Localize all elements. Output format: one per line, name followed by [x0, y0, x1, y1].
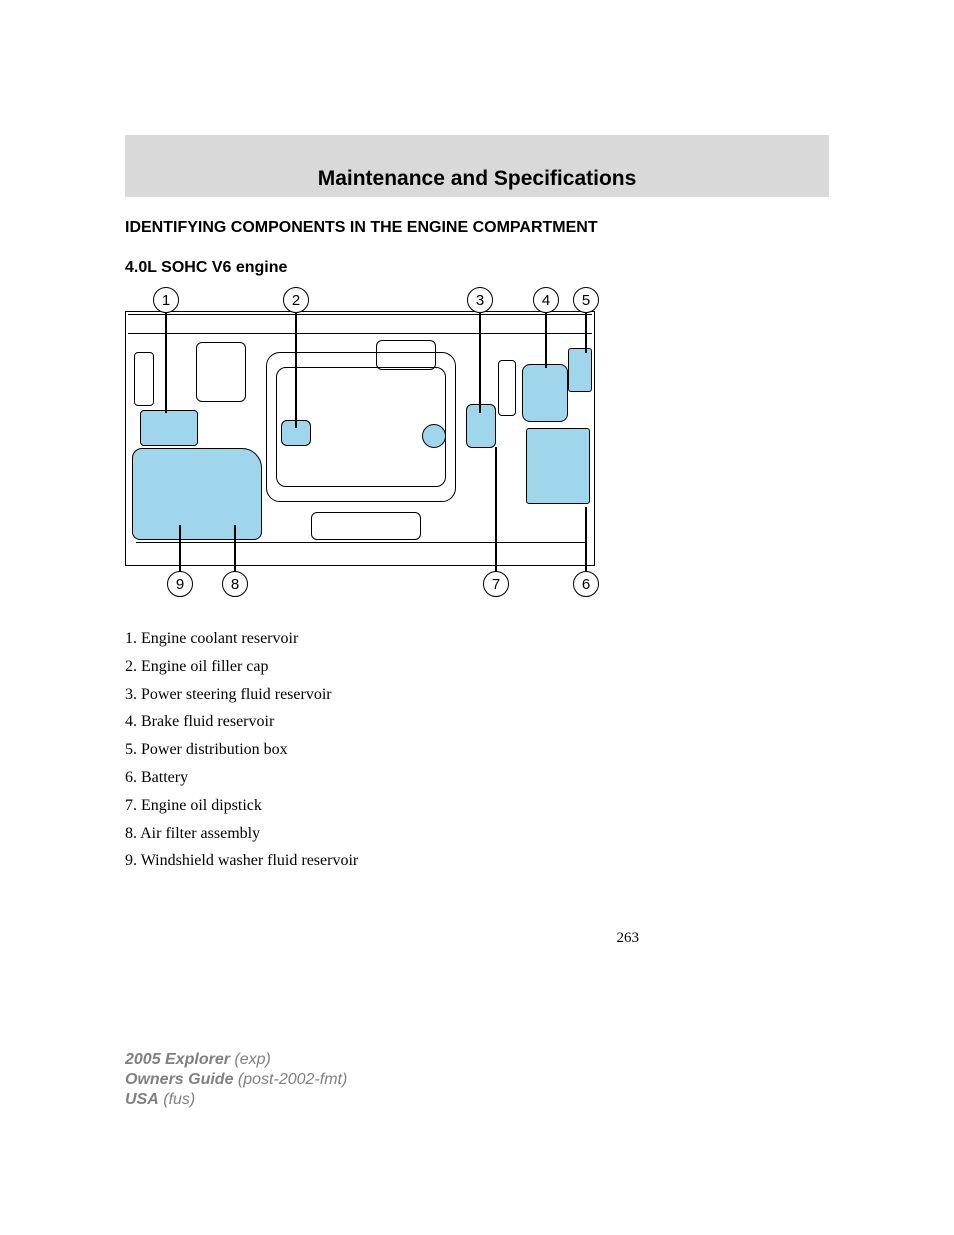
list-item: 3. Power steering fluid reservoir	[125, 683, 829, 708]
hl-coolant-reservoir	[140, 410, 198, 446]
leader-line	[234, 525, 236, 571]
footer-model-code: (exp)	[234, 1051, 270, 1068]
leader-line	[495, 447, 497, 571]
callout-5: 5	[573, 287, 599, 313]
hl-air-filter	[132, 448, 262, 540]
footer-guide-code: (post-2002-fmt)	[238, 1071, 347, 1088]
callout-6: 6	[573, 571, 599, 597]
leader-line	[545, 313, 547, 368]
callout-8: 8	[222, 571, 248, 597]
heading-sub: 4.0L SOHC V6 engine	[125, 259, 829, 277]
engine-outline	[125, 311, 595, 566]
leader-line	[585, 507, 587, 571]
callout-2: 2	[283, 287, 309, 313]
footer-region: USA	[125, 1091, 159, 1108]
hl-ps-reservoir	[466, 404, 496, 448]
callout-9: 9	[167, 571, 193, 597]
list-item: 1. Engine coolant reservoir	[125, 627, 829, 652]
leader-line	[165, 313, 167, 413]
hl-battery	[526, 428, 590, 504]
section-header: Maintenance and Specifications	[125, 135, 829, 197]
leader-line	[585, 313, 587, 353]
page-number: 263	[617, 930, 640, 947]
footer-model: 2005 Explorer	[125, 1051, 230, 1068]
list-item: 5. Power distribution box	[125, 738, 829, 763]
footer-region-code: (fus)	[163, 1091, 195, 1108]
leader-line	[479, 313, 481, 413]
engine-diagram: 1 2 3 4 5	[125, 287, 595, 597]
list-item: 2. Engine oil filler cap	[125, 655, 829, 680]
leader-line	[179, 525, 181, 571]
list-item: 4. Brake fluid reservoir	[125, 710, 829, 735]
callout-1: 1	[153, 287, 179, 313]
callout-7: 7	[483, 571, 509, 597]
footer: 2005 Explorer (exp) Owners Guide (post-2…	[125, 1050, 347, 1110]
callout-4: 4	[533, 287, 559, 313]
hl-brake-reservoir	[522, 364, 568, 422]
section-title: Maintenance and Specifications	[318, 167, 637, 191]
leader-line	[295, 313, 297, 428]
list-item: 8. Air filter assembly	[125, 822, 829, 847]
footer-guide: Owners Guide	[125, 1071, 233, 1088]
heading-main: IDENTIFYING COMPONENTS IN THE ENGINE COM…	[125, 219, 829, 237]
callout-3: 3	[467, 287, 493, 313]
list-item: 7. Engine oil dipstick	[125, 794, 829, 819]
component-list: 1. Engine coolant reservoir 2. Engine oi…	[125, 627, 829, 874]
hl-power-box	[568, 348, 592, 392]
list-item: 6. Battery	[125, 766, 829, 791]
list-item: 9. Windshield washer fluid reservoir	[125, 849, 829, 874]
